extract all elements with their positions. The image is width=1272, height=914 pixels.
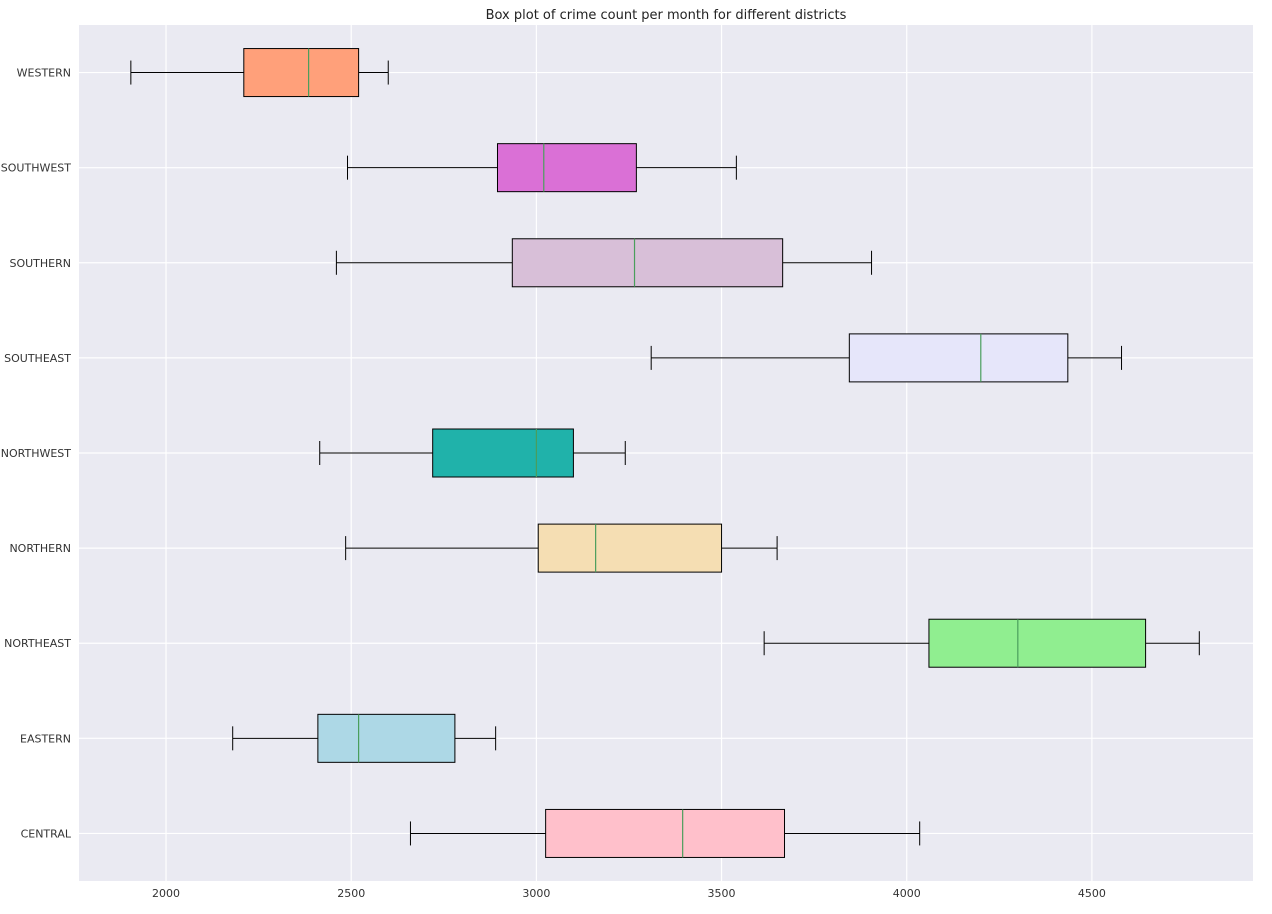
y-tick-label: WESTERN xyxy=(17,67,71,80)
y-tick-label: NORTHERN xyxy=(9,542,71,555)
x-tick-label: 4000 xyxy=(893,887,921,900)
x-tick-label: 3500 xyxy=(708,887,736,900)
box-eastern xyxy=(232,713,497,763)
y-tick-label: NORTHWEST xyxy=(1,447,72,460)
iqr-box xyxy=(537,523,723,573)
iqr-box xyxy=(848,333,1069,383)
boxes xyxy=(130,48,1200,858)
box-northeast xyxy=(763,618,1200,668)
iqr-box xyxy=(511,238,784,288)
y-tick-labels: CENTRAL EASTERN NORTHEAST NORTHERN NORTHWEST… xyxy=(1,67,72,841)
x-tick-labels: 2000 2500 3000 3500 4000 4500 xyxy=(152,887,1106,900)
box-southeast xyxy=(650,333,1123,383)
box-northwest xyxy=(319,428,626,478)
iqr-box xyxy=(432,428,574,478)
x-tick-label: 3000 xyxy=(522,887,550,900)
y-tick-label: EASTERN xyxy=(20,732,71,745)
chart-title: Box plot of crime count per month for di… xyxy=(486,8,847,23)
box-northern xyxy=(345,523,778,573)
box-central xyxy=(409,808,921,858)
x-tick-label: 4500 xyxy=(1078,887,1106,900)
iqr-box xyxy=(243,48,360,98)
y-tick-label: SOUTHEAST xyxy=(4,352,71,365)
y-tick-label: SOUTHERN xyxy=(9,257,71,270)
y-tick-label: CENTRAL xyxy=(21,827,72,840)
box-western xyxy=(130,48,389,98)
x-tick-label: 2500 xyxy=(337,887,365,900)
y-tick-label: SOUTHWEST xyxy=(1,162,71,175)
iqr-box xyxy=(496,143,637,193)
iqr-box xyxy=(317,713,456,763)
iqr-box xyxy=(545,808,786,858)
y-tick-label: NORTHEAST xyxy=(4,637,71,650)
iqr-box xyxy=(928,618,1147,668)
box-southern xyxy=(335,238,873,288)
x-tick-label: 2000 xyxy=(152,887,180,900)
box-southwest xyxy=(347,143,737,193)
